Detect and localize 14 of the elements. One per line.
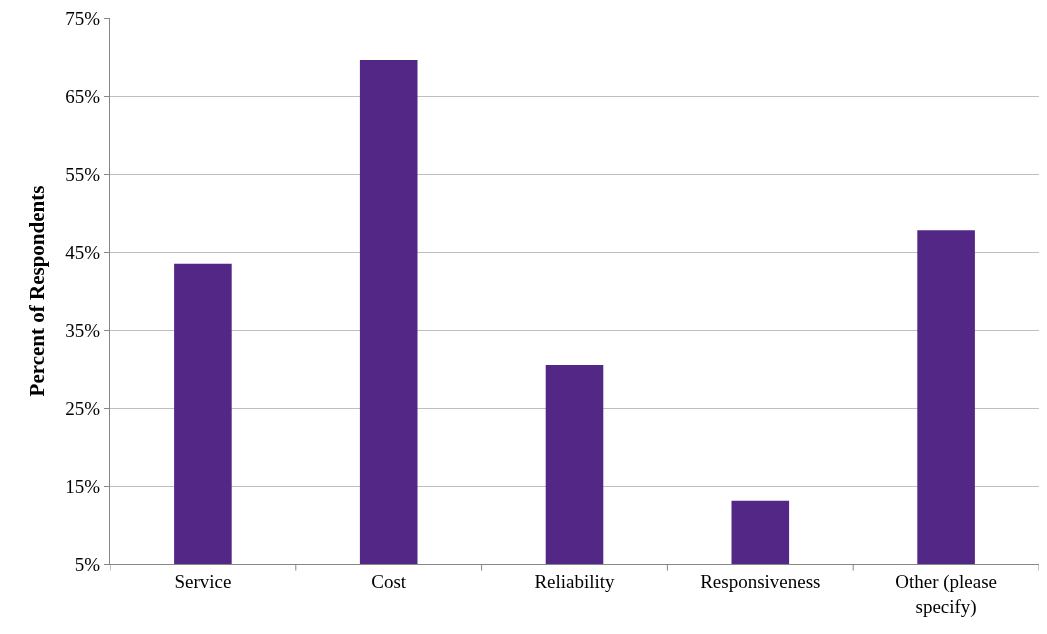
y-tick-label: 55% [65,163,101,185]
y-tick-label: 45% [65,241,101,263]
y-tick-label: 75% [65,7,101,29]
x-tick-label: Reliability [534,570,616,592]
y-axis-title: Percent of Respondents [24,185,49,397]
x-tick-label: Service [174,570,232,592]
x-tick-label: Cost [371,570,407,592]
x-tick-label: Other (please specify) [895,570,998,618]
y-tick-label: 35% [65,319,101,341]
y-tick-label: 5% [74,553,101,575]
y-tick-label: 25% [65,397,101,419]
y-tick-label: 15% [65,475,101,497]
x-tick-label: Responsiveness [700,570,821,592]
y-tick-label: 65% [65,85,101,107]
